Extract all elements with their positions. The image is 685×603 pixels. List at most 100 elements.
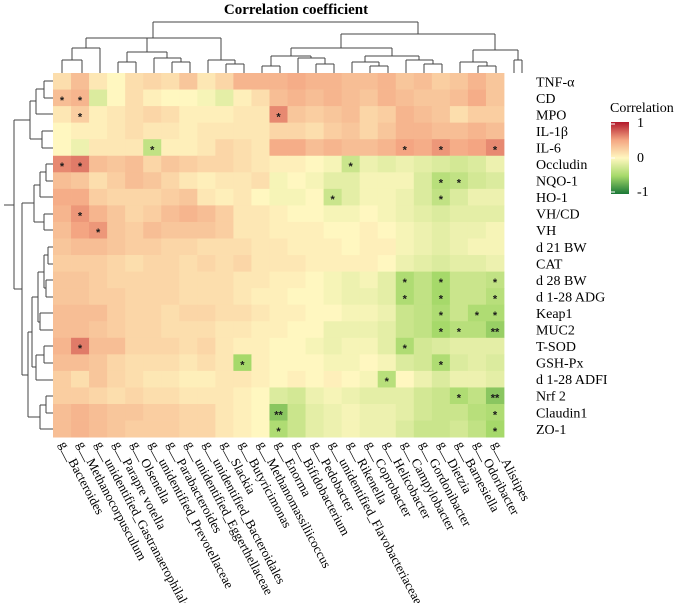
heatmap-cell bbox=[107, 271, 126, 289]
heatmap-cell bbox=[287, 404, 306, 421]
heatmap-cell bbox=[197, 404, 216, 421]
heatmap-cell bbox=[395, 155, 415, 173]
heatmap-cell bbox=[395, 404, 415, 421]
heatmap-cell bbox=[107, 205, 126, 223]
heatmap-cell bbox=[431, 255, 451, 272]
heatmap-cell bbox=[179, 205, 198, 223]
heatmap-cell bbox=[197, 288, 216, 306]
heatmap-cell bbox=[143, 155, 162, 173]
heatmap-cells bbox=[53, 73, 505, 438]
heatmap-cell bbox=[161, 172, 180, 190]
heatmap-cell bbox=[107, 288, 126, 306]
heatmap-cell bbox=[125, 420, 144, 438]
heatmap-cell bbox=[215, 139, 234, 157]
significance-mark: * bbox=[150, 144, 155, 156]
heatmap-cell bbox=[197, 337, 216, 355]
heatmap-cell bbox=[161, 387, 180, 405]
heatmap-cell bbox=[269, 404, 288, 421]
heatmap-cell bbox=[53, 188, 72, 206]
heatmap-cell bbox=[413, 370, 433, 388]
legend-tick-label-bottom: -1 bbox=[637, 185, 649, 200]
heatmap-cell bbox=[71, 122, 90, 140]
heatmap-cell bbox=[269, 73, 288, 90]
heatmap-cell bbox=[431, 172, 451, 190]
heatmap-cell bbox=[269, 354, 288, 372]
heatmap-cell bbox=[143, 321, 162, 339]
heatmap-cell bbox=[161, 122, 180, 140]
heatmap-cell bbox=[197, 354, 216, 372]
heatmap-cell bbox=[485, 337, 505, 355]
heatmap-cell bbox=[431, 205, 451, 223]
heatmap-cell bbox=[269, 172, 288, 190]
heatmap-cell bbox=[233, 321, 252, 339]
heatmap-cell bbox=[89, 271, 108, 289]
significance-mark: * bbox=[439, 293, 444, 305]
heatmap-cell bbox=[287, 337, 306, 355]
heatmap-cell bbox=[431, 288, 451, 306]
heatmap-cell bbox=[377, 321, 397, 339]
heatmap-cell bbox=[395, 337, 415, 355]
heatmap-cell bbox=[269, 420, 288, 438]
heatmap-cell bbox=[179, 304, 198, 322]
heatmap-cell bbox=[143, 221, 162, 239]
heatmap-cell bbox=[179, 172, 198, 190]
heatmap-cell bbox=[359, 420, 379, 438]
heatmap-cell bbox=[485, 139, 505, 157]
heatmap-cell bbox=[449, 205, 469, 223]
heatmap-cell bbox=[125, 188, 144, 206]
heatmap-cell bbox=[179, 155, 198, 173]
heatmap-cell bbox=[233, 255, 252, 272]
significance-mark: * bbox=[457, 393, 462, 405]
heatmap-cell bbox=[251, 238, 270, 256]
heatmap-cell bbox=[395, 188, 415, 206]
heatmap-cell bbox=[305, 370, 324, 388]
heatmap-cell bbox=[89, 238, 108, 256]
heatmap-cell bbox=[287, 354, 306, 372]
significance-mark: * bbox=[493, 293, 498, 305]
heatmap-cell bbox=[341, 73, 361, 90]
heatmap-cell bbox=[377, 106, 397, 124]
heatmap-cell bbox=[305, 271, 324, 289]
heatmap-cell bbox=[125, 354, 144, 372]
heatmap-cell bbox=[467, 420, 487, 438]
heatmap-cell bbox=[395, 387, 415, 405]
heatmap-cell bbox=[143, 238, 162, 256]
heatmap-cell bbox=[467, 221, 487, 239]
heatmap-cell bbox=[449, 271, 469, 289]
significance-mark: * bbox=[439, 194, 444, 206]
heatmap-cell bbox=[107, 122, 126, 140]
heatmap-cell bbox=[305, 221, 324, 239]
heatmap-cell bbox=[233, 221, 252, 239]
significance-mark: * bbox=[439, 144, 444, 156]
heatmap-cell bbox=[125, 139, 144, 157]
heatmap-cell bbox=[341, 172, 361, 190]
heatmap-cell bbox=[485, 172, 505, 190]
heatmap-cell bbox=[413, 139, 433, 157]
heatmap-cell bbox=[161, 238, 180, 256]
heatmap-cell bbox=[215, 155, 234, 173]
heatmap-cell bbox=[431, 139, 451, 157]
heatmap-cell bbox=[413, 155, 433, 173]
heatmap-cell bbox=[395, 288, 415, 306]
heatmap-cell bbox=[323, 321, 343, 339]
heatmap-cell bbox=[161, 205, 180, 223]
heatmap-cell bbox=[125, 172, 144, 190]
heatmap-cell bbox=[197, 122, 216, 140]
heatmap-cell bbox=[377, 354, 397, 372]
heatmap-cell bbox=[107, 139, 126, 157]
legend-title: Correlation bbox=[610, 101, 674, 116]
significance-marks: * ** ** * * ** * ** ** **** * ** * ** * ** * *** ** *** ****… bbox=[60, 95, 500, 438]
heatmap-cell bbox=[161, 139, 180, 157]
heatmap-cell bbox=[287, 205, 306, 223]
significance-mark: * bbox=[439, 360, 444, 372]
significance-mark: * bbox=[493, 310, 498, 322]
heatmap-cell bbox=[269, 89, 288, 107]
heatmap-cell bbox=[143, 205, 162, 223]
heatmap-cell bbox=[179, 271, 198, 289]
heatmap-cell bbox=[449, 255, 469, 272]
heatmap-cell bbox=[251, 387, 270, 405]
heatmap-cell bbox=[71, 139, 90, 157]
heatmap-cell bbox=[395, 205, 415, 223]
heatmap-cell bbox=[125, 370, 144, 388]
heatmap-cell bbox=[53, 155, 72, 173]
